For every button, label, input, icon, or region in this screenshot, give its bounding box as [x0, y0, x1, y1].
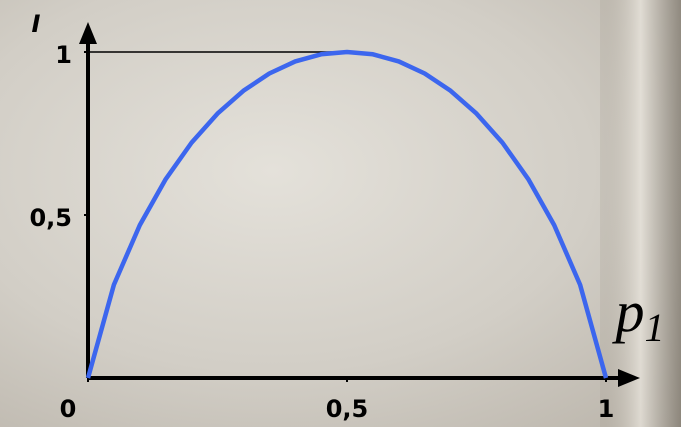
x-tick-label: 0,5	[326, 395, 369, 423]
y-tick-label: 0,5	[29, 204, 72, 232]
curve	[88, 52, 606, 378]
y-axis-arrow	[79, 22, 97, 44]
y-axis-label: I	[32, 10, 41, 38]
x-label-main: p	[612, 279, 645, 344]
x-tick-label: 0	[60, 395, 77, 423]
x-tick-label: 1	[598, 395, 615, 423]
background-column	[600, 0, 681, 427]
chart: I p1 0,5100,51	[0, 0, 681, 427]
x-label-subscript: 1	[645, 305, 665, 350]
y-tick-label: 1	[55, 41, 72, 69]
